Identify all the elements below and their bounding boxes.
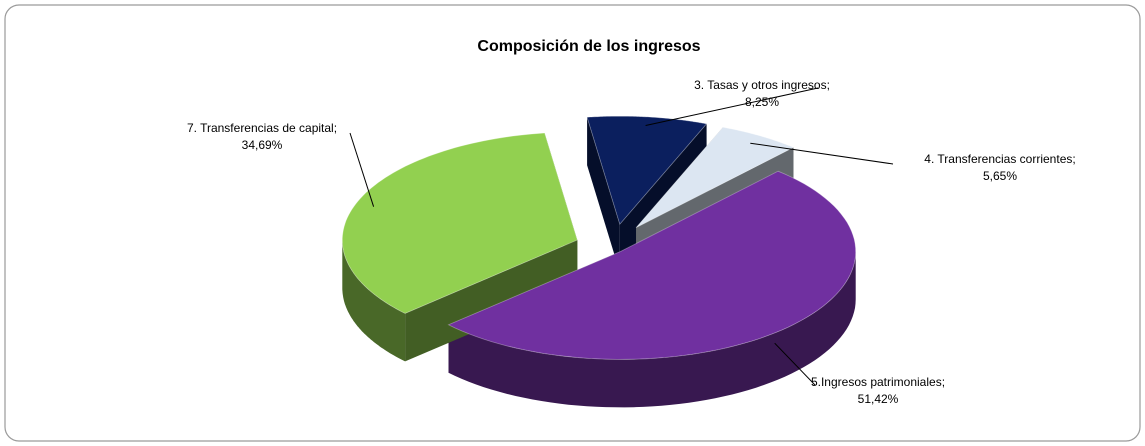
leader-line: [645, 87, 819, 126]
leader-line: [349, 132, 375, 207]
slice-side: [448, 251, 856, 408]
leader-line: [750, 142, 894, 165]
slice: [447, 170, 857, 360]
leader-line: [774, 342, 816, 386]
slice-side: [342, 240, 406, 362]
data-label-name: 3. Tasas y otros ingresos;: [694, 78, 830, 92]
slice-face: [587, 117, 620, 273]
data-label-value: 51,42%: [858, 392, 899, 406]
data-label-value: 34,69%: [242, 138, 283, 152]
slice-face: [405, 240, 578, 362]
data-label-value: 5,65%: [983, 169, 1017, 183]
data-label-value: 8,25%: [745, 95, 779, 109]
slice: [586, 115, 708, 226]
data-label-name: 4. Transferencias corrientes;: [924, 152, 1075, 166]
chart-title: Composición de los ingresos: [477, 38, 700, 55]
data-label-name: 5.Ingresos patrimoniales;: [811, 375, 945, 389]
frame: [4, 4, 1141, 442]
data-label-name: 7. Transferencias de capital;: [187, 121, 337, 135]
slice: [341, 132, 578, 314]
slice: [635, 126, 795, 228]
